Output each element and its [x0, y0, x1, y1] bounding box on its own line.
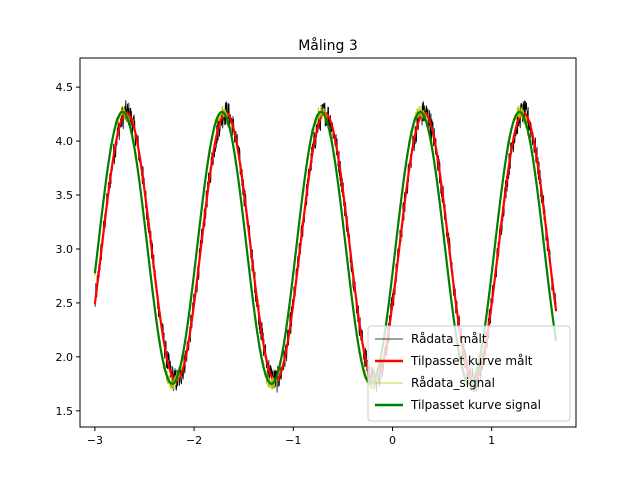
- x-axis: −3 −2 −1 0 1: [87, 427, 495, 447]
- y-tick-label: 3.5: [56, 189, 74, 202]
- legend-label: Rådata_signal: [411, 376, 495, 390]
- x-tick-label: −1: [285, 434, 301, 447]
- y-tick-label: 2.0: [56, 351, 74, 364]
- y-tick-label: 4.5: [56, 81, 74, 94]
- x-tick-label: 1: [488, 434, 495, 447]
- legend-label: Tilpasset kurve målt: [410, 354, 533, 368]
- y-tick-label: 3.0: [56, 243, 74, 256]
- legend-label: Rådata_målt: [411, 332, 487, 346]
- y-tick-label: 4.0: [56, 135, 74, 148]
- legend: Rådata_målt Tilpasset kurve målt Rådata_si…: [367, 325, 571, 422]
- y-axis: 1.5 2.0 2.5 3.0 3.5 4.0 4.5: [56, 81, 80, 418]
- legend-label: Tilpasset kurve signal: [410, 398, 541, 412]
- plot-area-frame: [79, 57, 577, 428]
- x-tick-label: −2: [186, 434, 202, 447]
- y-tick-label: 1.5: [56, 405, 74, 418]
- legend-box: [367, 325, 571, 422]
- y-tick-label: 2.5: [56, 297, 74, 310]
- x-tick-label: 0: [389, 434, 396, 447]
- x-tick-label: −3: [87, 434, 103, 447]
- chart-title: Måling 3: [298, 37, 358, 54]
